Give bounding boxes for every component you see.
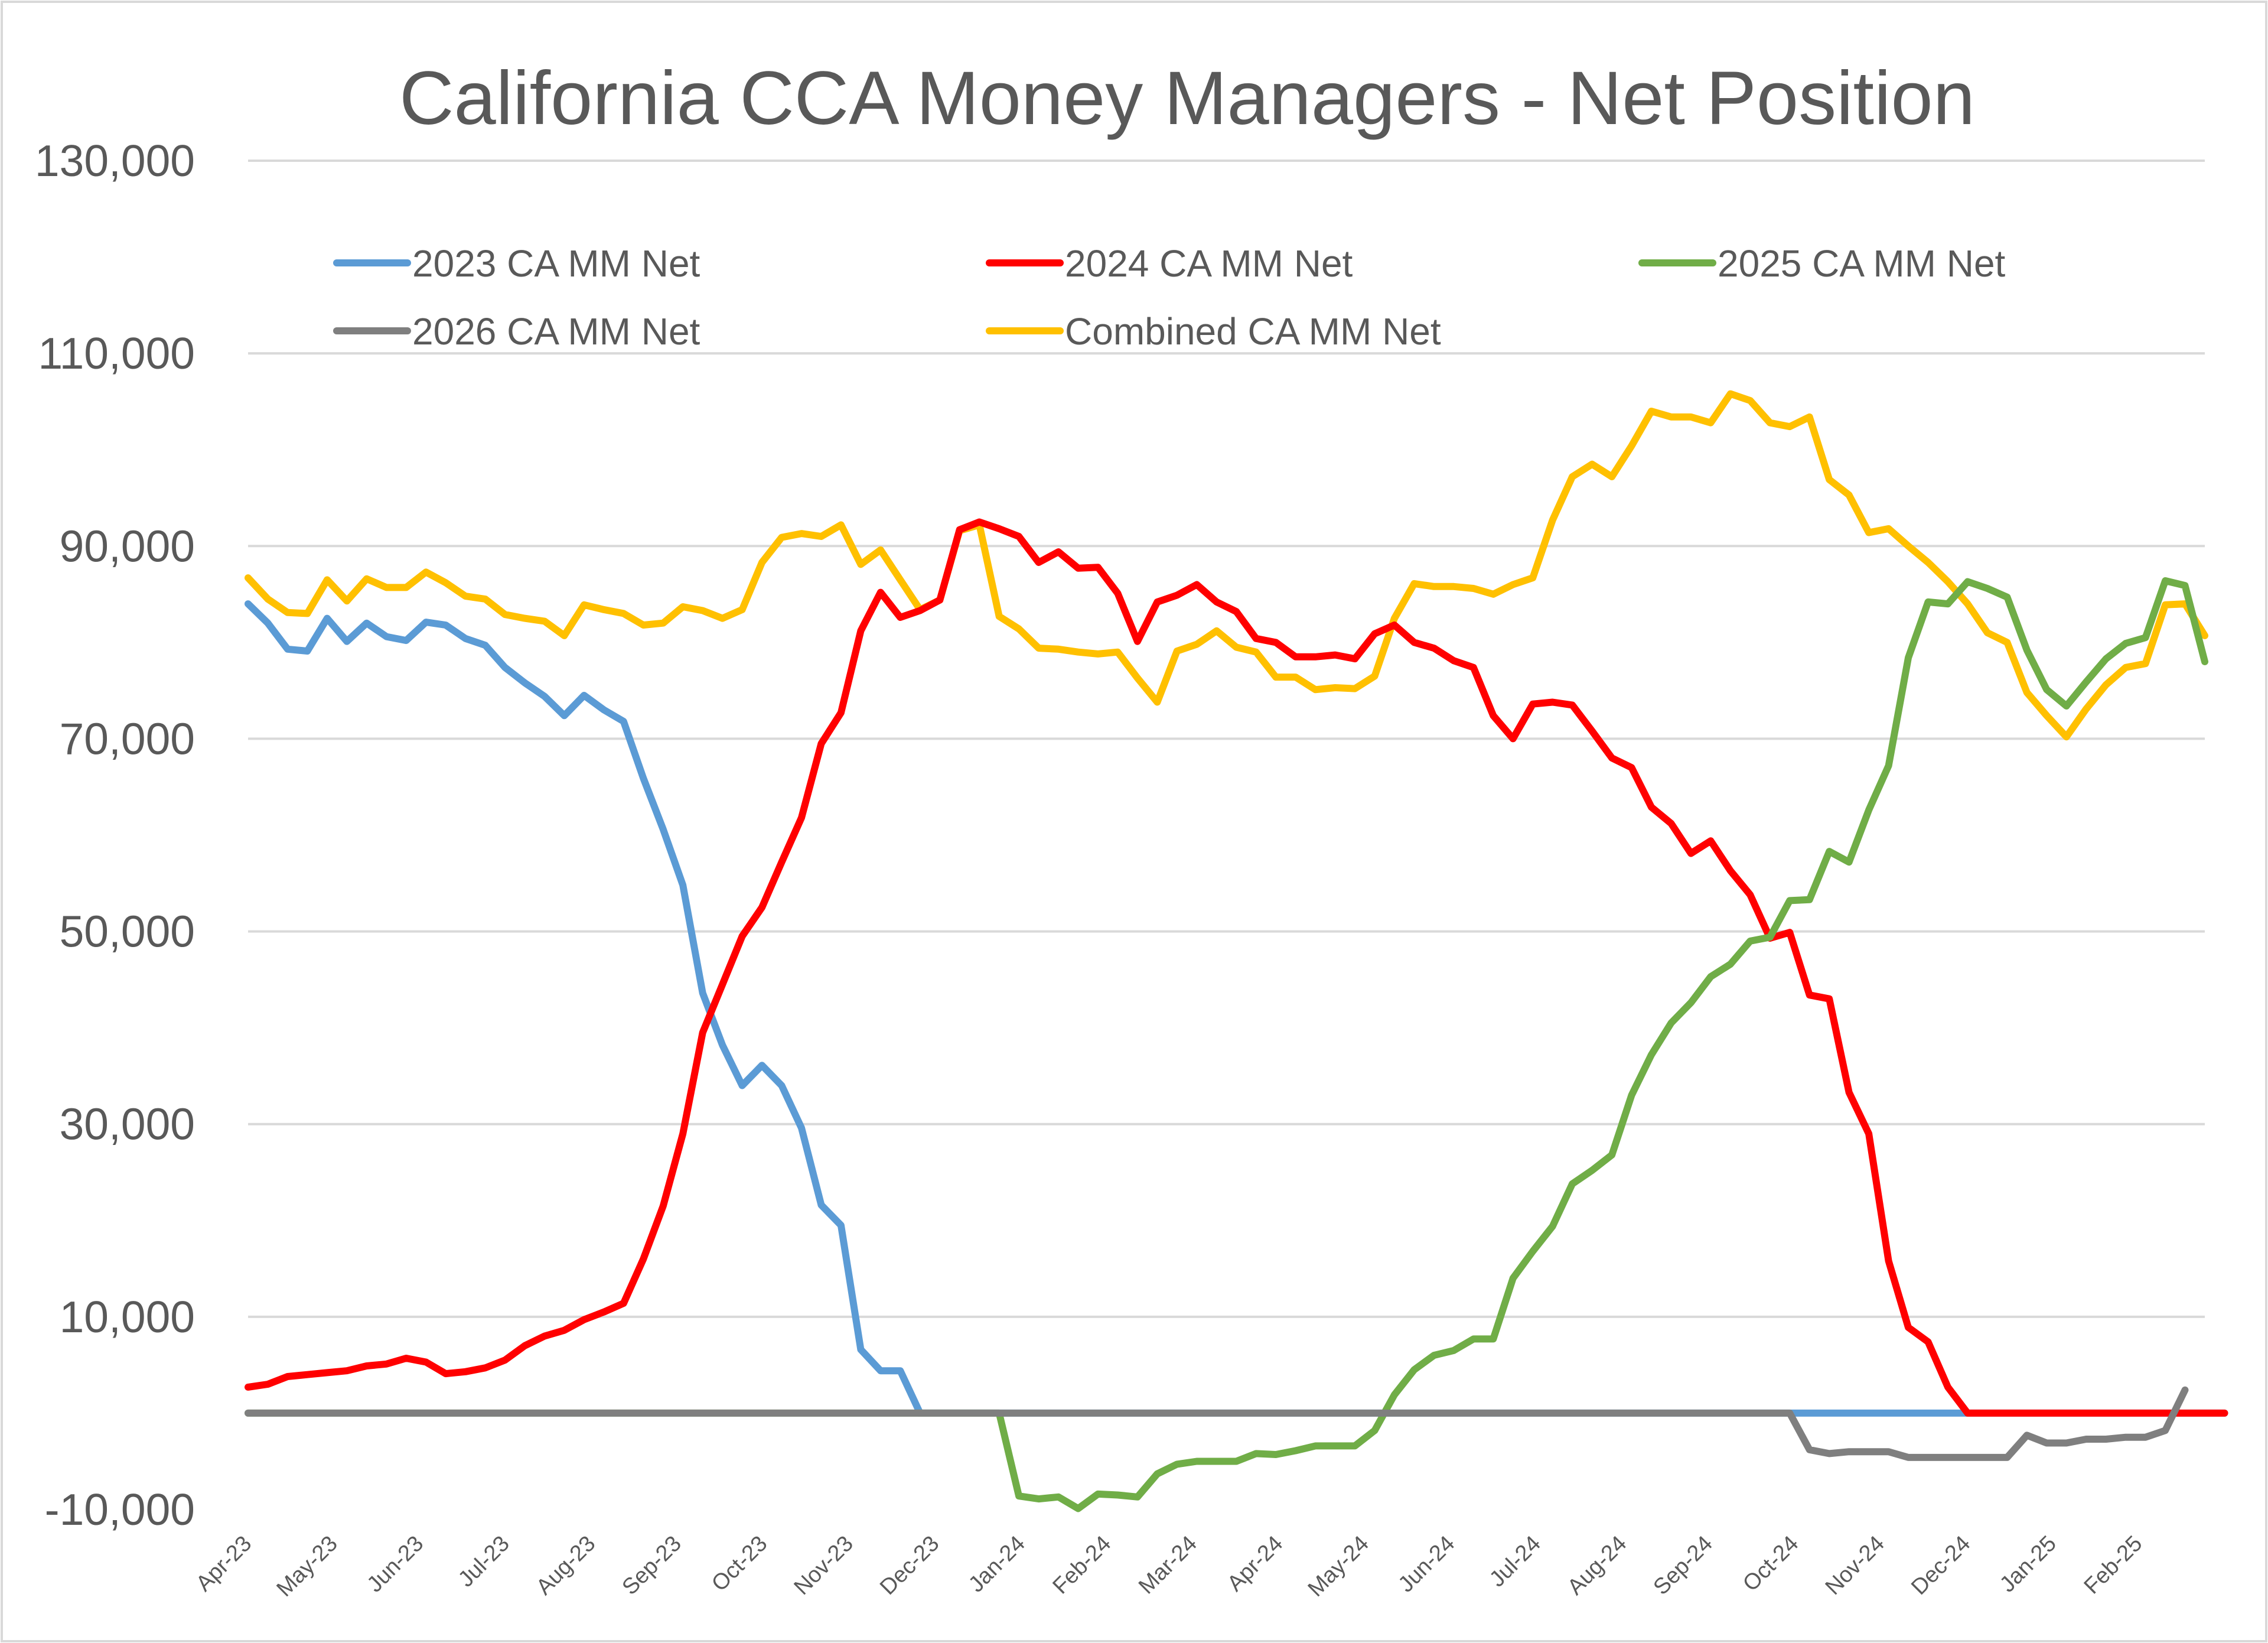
- y-tick-label-7: 130,000: [35, 136, 195, 186]
- y-tick-label-2: 30,000: [60, 1099, 195, 1149]
- grid-layer: [248, 160, 2205, 1318]
- y-tick-label-0: -10,000: [45, 1485, 195, 1534]
- y-tick-label-1: 10,000: [60, 1292, 195, 1342]
- legend-item-4: Combined CA MM Net: [986, 310, 1441, 353]
- series-line-combined-ca-mm-net: [245, 390, 2208, 741]
- legend: 2023 CA MM Net 2024 CA MM Net 2025 CA MM N…: [333, 242, 2006, 353]
- legend-label-2: 2025 CA MM Net: [1718, 242, 2006, 285]
- y-axis: -10,000 10,000 30,000 50,000 70,000 90,000 110…: [35, 136, 195, 1534]
- legend-label-3: 2026 CA MM Net: [412, 310, 700, 353]
- series-line-2024-ca-mm-net: [245, 518, 2228, 1417]
- legend-label-0: 2023 CA MM Net: [412, 242, 700, 285]
- y-tick-label-5: 90,000: [60, 521, 195, 571]
- legend-label-4: Combined CA MM Net: [1065, 310, 1441, 353]
- series-line-2026-ca-mm-net: [245, 1386, 2189, 1461]
- series-layer: [245, 390, 2228, 1512]
- y-tick-label-4: 70,000: [60, 714, 195, 763]
- chart-title: California CCA Money Managers - Net Posi…: [399, 56, 1975, 141]
- legend-item-0: 2023 CA MM Net: [333, 242, 700, 285]
- legend-item-2: 2025 CA MM Net: [1638, 242, 2006, 285]
- y-tick-label-6: 110,000: [38, 328, 195, 378]
- y-tick-label-3: 50,000: [60, 907, 195, 956]
- legend-item-3: 2026 CA MM Net: [333, 310, 700, 353]
- legend-item-1: 2024 CA MM Net: [986, 242, 1353, 285]
- legend-label-1: 2024 CA MM Net: [1065, 242, 1353, 285]
